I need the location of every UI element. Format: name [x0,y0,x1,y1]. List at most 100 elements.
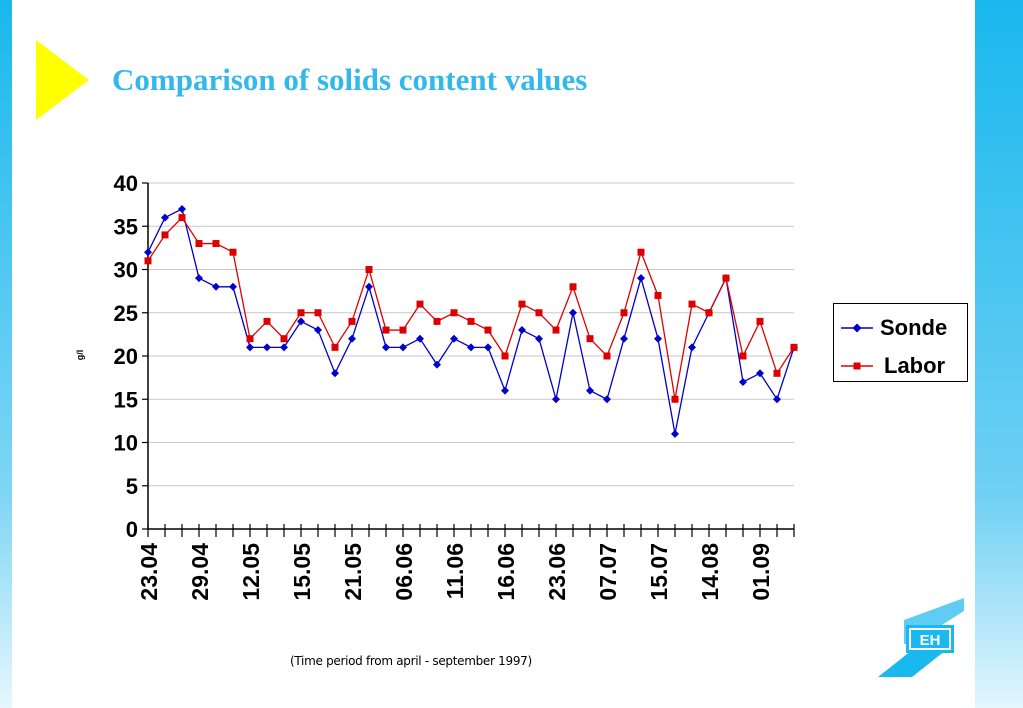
x-tick-label: 07.07 [595,543,621,601]
point-labor [586,335,594,343]
point-sonde [365,282,373,291]
x-tick-label: 06.06 [391,543,417,601]
x-tick-label: 15.07 [646,543,672,601]
point-labor [314,309,322,317]
y-tick-label: 0 [126,517,138,542]
point-labor [399,326,407,334]
point-labor [705,309,713,317]
point-labor [688,300,696,308]
point-sonde [178,204,186,213]
point-labor [569,283,577,291]
point-labor [229,248,237,256]
logo-text: EH [920,632,941,649]
point-sonde [348,334,356,343]
point-labor [518,300,526,308]
point-labor [348,317,356,325]
point-sonde [756,369,764,378]
point-sonde [399,343,407,352]
y-tick-label: 35 [114,214,138,239]
point-sonde [314,326,322,335]
x-tick-label: 14.08 [697,543,723,601]
point-sonde [501,386,509,395]
point-sonde [688,343,696,352]
point-labor [365,266,373,273]
point-labor [450,309,458,317]
x-tick-label: 16.06 [493,543,519,601]
slide-title: Comparison of solids content values [112,62,588,97]
point-sonde [246,343,254,352]
y-tick-label: 15 [114,387,138,412]
point-sonde [637,274,645,283]
x-tick-label: 15.05 [289,543,315,601]
x-tick-label: 23.04 [136,543,162,601]
right-accent-bar [975,0,1023,708]
point-labor [331,343,339,351]
point-labor [467,317,475,325]
point-sonde [603,395,611,404]
point-labor [756,317,764,325]
point-sonde [552,395,560,404]
point-labor [178,214,186,222]
point-labor [382,326,390,334]
y-tick-label: 20 [114,344,138,369]
legend-labor-swatch-icon [841,362,873,370]
point-sonde [620,334,628,343]
point-labor [212,240,220,248]
title-arrow-icon [36,40,89,120]
point-sonde [382,343,390,352]
point-labor [790,343,798,351]
x-tick-label: 23.06 [544,543,570,601]
point-sonde [535,334,543,343]
point-labor [195,240,203,248]
x-tick-label: 21.05 [340,543,366,601]
y-tick-label: 10 [114,431,138,456]
eh-logo-icon: EH [878,598,964,677]
point-sonde [297,317,305,326]
point-sonde [212,282,220,291]
point-sonde [416,334,424,343]
x-tick-label: 01.09 [748,543,774,601]
point-sonde [433,360,441,369]
x-tick-label: 29.04 [187,543,213,601]
point-sonde [161,213,169,222]
point-sonde [654,334,662,343]
legend-label-sonde: Sonde [880,315,948,340]
point-labor [603,352,611,360]
point-labor [620,309,628,317]
point-labor [161,231,169,239]
point-sonde [195,274,203,283]
point-labor [501,352,509,360]
y-axis-label: g/l [75,350,85,361]
point-sonde [144,248,152,257]
point-labor [722,274,730,282]
point-sonde [484,343,492,352]
point-sonde [739,377,747,386]
point-labor [654,291,662,299]
point-sonde [280,343,288,352]
point-sonde [263,343,271,352]
chart-footnote: (Time period from april - september 1997… [290,654,532,668]
point-labor [433,317,441,325]
point-sonde [467,343,475,352]
x-tick-label: 11.06 [442,543,468,599]
point-sonde [586,386,594,395]
y-tick-label: 30 [114,258,138,283]
point-sonde [569,308,577,317]
point-sonde [518,326,526,335]
y-tick-label: 25 [114,301,138,326]
point-labor [535,309,543,317]
legend-item-sonde: Sonde [840,315,947,341]
point-labor [773,369,781,377]
legend-label-labor: Labor [884,353,946,378]
point-sonde [450,334,458,343]
point-labor [637,248,645,256]
point-labor [484,326,492,334]
point-labor [552,326,560,334]
point-labor [246,335,254,343]
y-tick-label: 5 [126,474,138,499]
point-labor [739,352,747,360]
y-tick-label: 40 [114,171,138,196]
left-accent-bar [0,0,12,708]
point-sonde [773,395,781,404]
